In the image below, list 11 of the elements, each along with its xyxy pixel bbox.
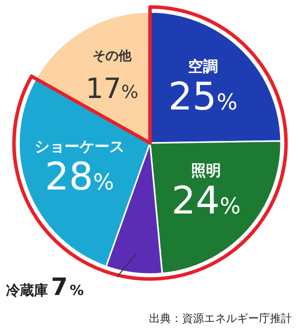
slice-label: 照明 (191, 161, 222, 180)
data-label: 7% (51, 273, 84, 301)
slice-label: ショーケース (34, 137, 124, 156)
slice-label: 冷蔵庫 (6, 283, 48, 299)
data-label: 28% (44, 154, 114, 198)
slice-label: 空調 (188, 57, 218, 76)
slice-label: その他 (92, 48, 132, 64)
data-label: 24% (171, 178, 241, 222)
data-label: 17% (86, 72, 138, 105)
data-label: 25% (168, 74, 238, 118)
source-note: 出典：資源エネルギー庁推計 (149, 312, 292, 325)
